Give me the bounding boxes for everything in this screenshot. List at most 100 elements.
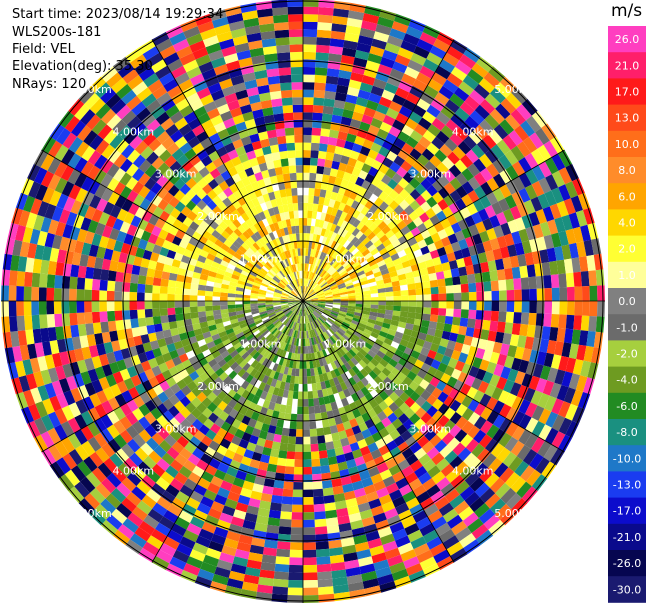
velocity-gate [475,221,487,234]
velocity-gate [324,291,333,296]
velocity-gate [221,505,236,517]
velocity-gate [335,318,344,324]
velocity-gate [388,391,400,402]
velocity-gate [436,345,447,356]
velocity-gate [573,315,582,331]
velocity-gate [305,278,308,287]
velocity-gate [401,142,414,155]
velocity-gate [349,150,360,160]
velocity-gate [137,317,147,327]
velocity-gate [246,346,255,355]
velocity-gate [183,529,199,543]
velocity-gate [179,536,196,550]
range-ring-label: 4.00km [452,125,494,138]
velocity-gate [485,250,495,262]
velocity-gate [182,503,197,517]
velocity-gate [378,305,386,310]
velocity-gate [436,556,454,571]
velocity-gate [440,217,451,229]
velocity-gate [415,396,427,408]
velocity-gate [116,503,132,519]
velocity-gate [535,127,550,145]
velocity-gate [434,352,444,363]
velocity-gate [435,65,451,80]
velocity-gate [288,312,295,320]
velocity-gate [521,240,532,254]
velocity-gate [208,457,221,470]
velocity-gate [314,344,320,352]
velocity-gate [211,533,226,546]
velocity-gate [422,280,431,289]
velocity-gate [314,320,320,328]
velocity-gate [399,279,408,286]
velocity-gate [422,340,433,350]
velocity-gate [486,191,499,205]
velocity-gate [315,327,321,336]
velocity-gate [514,301,522,313]
velocity-gate [446,340,457,350]
velocity-gate [370,358,380,367]
velocity-gate [507,345,518,358]
velocity-gate [371,552,387,564]
velocity-gate [282,389,289,398]
velocity-gate [373,135,386,147]
velocity-gate [461,227,473,239]
velocity-gate [292,391,299,399]
velocity-gate [186,424,199,436]
velocity-gate [318,7,334,16]
velocity-gate [303,295,309,301]
velocity-gate [208,540,224,553]
velocity-gate [289,336,294,345]
velocity-gate [242,297,251,301]
velocity-gate [419,379,430,390]
velocity-gate [237,494,251,506]
velocity-gate [404,194,416,205]
velocity-gate [317,296,326,299]
velocity-gate [279,365,286,374]
velocity-gate [324,502,337,512]
velocity-gate [293,383,299,392]
velocity-gate [408,111,423,124]
velocity-gate [444,244,454,255]
velocity-gate [327,346,334,355]
velocity-gate [285,327,291,336]
velocity-gate [356,242,365,251]
velocity-gate [430,98,445,112]
velocity-gate [312,273,317,281]
velocity-gate [578,256,589,272]
velocity-gate [294,459,303,468]
velocity-gate [336,507,349,518]
velocity-gate [303,119,313,128]
velocity-gate [303,51,316,60]
velocity-gate [426,142,440,156]
range-ring-label: 5.00km [494,83,536,96]
velocity-gate [152,285,161,294]
velocity-gate [336,84,349,95]
velocity-gate [465,354,476,366]
velocity-gate [376,283,385,290]
velocity-gate [125,539,143,555]
velocity-gate [483,310,492,321]
velocity-gate [318,593,335,603]
velocity-gate [303,459,312,468]
velocity-gate [299,308,302,316]
velocity-gate [329,38,345,48]
velocity-gate [356,325,366,332]
velocity-gate [223,473,236,485]
velocity-gate [16,286,24,301]
velocity-gate [308,306,314,313]
velocity-gate [273,159,282,169]
velocity-gate [382,157,394,168]
velocity-gate [318,219,325,229]
velocity-gate [410,536,427,550]
velocity-gate [478,252,488,264]
velocity-gate [342,544,357,555]
velocity-gate [273,22,289,31]
velocity-gate [471,62,489,78]
velocity-gate [216,444,228,456]
velocity-gate [304,315,307,324]
velocity-gate [367,466,380,478]
velocity-gate [92,322,102,335]
velocity-gate [525,184,538,200]
velocity-gate [409,177,421,189]
